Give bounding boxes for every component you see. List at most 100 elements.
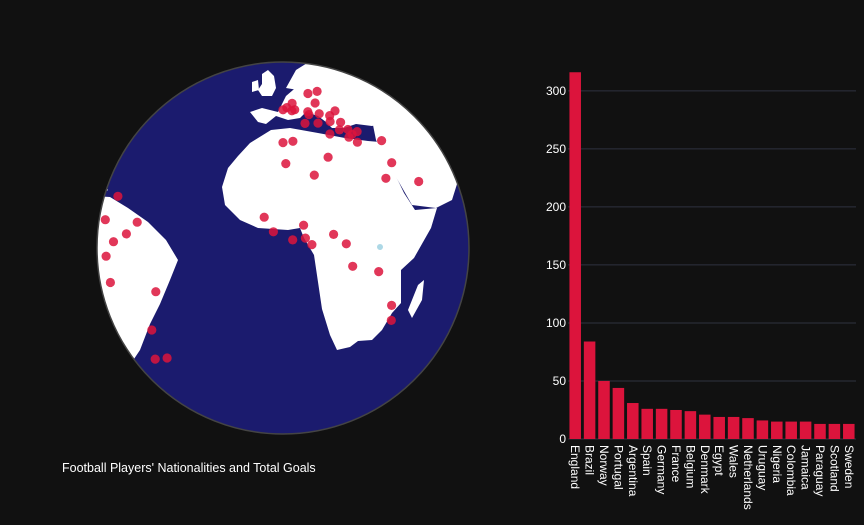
x-tick-label: Argentina — [626, 445, 640, 497]
bar[interactable] — [799, 421, 812, 439]
player-marker[interactable] — [300, 118, 310, 128]
player-marker[interactable] — [414, 176, 424, 187]
player-marker[interactable] — [325, 129, 335, 139]
y-tick-label: 150 — [546, 258, 566, 272]
player-marker[interactable] — [381, 173, 391, 183]
bar[interactable] — [699, 414, 711, 439]
player-marker[interactable] — [323, 152, 333, 162]
player-marker[interactable] — [310, 98, 320, 108]
x-axis-ticks: England Brazil Norway Portugal Argentina Spai… — [568, 445, 856, 510]
player-marker[interactable] — [108, 237, 119, 247]
player-marker[interactable] — [278, 105, 288, 115]
player-marker[interactable] — [101, 251, 111, 261]
ireland-landmass — [252, 80, 259, 92]
bar[interactable] — [814, 423, 826, 439]
player-marker[interactable] — [281, 159, 291, 169]
y-tick-label: 200 — [546, 200, 566, 214]
y-tick-label: 50 — [553, 374, 567, 388]
player-marker[interactable] — [336, 117, 346, 127]
player-marker[interactable] — [312, 86, 322, 96]
x-tick-label: Egypt — [712, 445, 726, 476]
x-tick-label: Sweden — [842, 445, 856, 488]
y-tick-label: 100 — [546, 316, 566, 330]
player-marker[interactable] — [150, 354, 160, 364]
player-marker[interactable] — [387, 300, 397, 310]
y-gridlines — [568, 90, 856, 440]
player-marker[interactable] — [386, 315, 396, 325]
player-marker[interactable] — [334, 125, 345, 135]
bar[interactable] — [655, 408, 668, 439]
x-tick-label: Wales — [727, 445, 741, 478]
bar[interactable] — [785, 421, 797, 439]
bar[interactable] — [583, 341, 596, 439]
x-tick-label: Jamaica — [799, 445, 813, 490]
bar[interactable] — [828, 423, 841, 439]
player-marker[interactable] — [330, 106, 340, 116]
madagascar-landmass — [408, 280, 424, 318]
player-marker[interactable] — [374, 267, 384, 277]
bar[interactable] — [727, 416, 740, 439]
player-marker[interactable] — [377, 136, 387, 146]
player-marker[interactable] — [151, 287, 161, 297]
player-marker[interactable] — [314, 109, 324, 119]
bar[interactable] — [684, 411, 697, 439]
player-marker[interactable] — [278, 138, 288, 148]
bar[interactable] — [612, 387, 625, 439]
bar[interactable] — [598, 380, 610, 439]
lake-victoria — [377, 244, 383, 250]
player-marker[interactable] — [132, 217, 142, 227]
player-marker[interactable] — [105, 277, 115, 288]
globe-rim — [96, 61, 470, 435]
y-tick-label: 0 — [559, 432, 566, 446]
x-tick-label: Nigeria — [770, 445, 784, 483]
x-tick-label: Uruguay — [755, 445, 769, 490]
y-tick-label: 300 — [546, 84, 566, 98]
bar[interactable] — [771, 421, 783, 439]
player-marker[interactable] — [113, 191, 123, 201]
player-marker[interactable] — [344, 132, 354, 142]
bar[interactable] — [627, 403, 639, 439]
bar[interactable] — [713, 416, 725, 439]
player-marker[interactable] — [288, 235, 298, 245]
player-markers — [100, 86, 424, 364]
player-marker[interactable] — [307, 240, 317, 250]
x-tick-label: France — [669, 445, 683, 483]
player-marker[interactable] — [147, 325, 157, 335]
x-tick-label: Scotland — [827, 445, 841, 492]
player-marker[interactable] — [299, 220, 309, 230]
player-marker[interactable] — [341, 239, 351, 249]
player-marker[interactable] — [329, 229, 339, 239]
player-marker[interactable] — [100, 215, 110, 225]
bar[interactable] — [756, 420, 769, 439]
player-marker[interactable] — [303, 88, 313, 99]
bar[interactable] — [569, 72, 581, 439]
player-marker[interactable] — [288, 136, 298, 146]
player-marker[interactable] — [313, 118, 323, 128]
x-tick-label: Norway — [597, 445, 611, 486]
bar[interactable] — [670, 409, 682, 439]
bar[interactable] — [843, 423, 855, 439]
player-marker[interactable] — [300, 233, 310, 243]
player-marker[interactable] — [309, 170, 319, 180]
player-marker[interactable] — [352, 137, 362, 147]
x-tick-label: Netherlands — [741, 445, 755, 510]
bar[interactable] — [742, 418, 754, 439]
chart-caption: Football Players' Nationalities and Tota… — [62, 461, 316, 475]
x-tick-label: Colombia — [784, 445, 798, 496]
player-marker[interactable] — [352, 127, 362, 137]
player-marker[interactable] — [259, 212, 269, 222]
player-marker[interactable] — [304, 110, 314, 120]
player-marker[interactable] — [268, 227, 278, 237]
player-marker[interactable] — [121, 229, 131, 239]
bars — [569, 72, 855, 439]
x-tick-label: Spain — [640, 445, 654, 476]
player-marker[interactable] — [348, 261, 358, 271]
x-tick-label: Brazil — [583, 445, 597, 475]
y-tick-label: 250 — [546, 142, 566, 156]
britain-landmass — [258, 70, 276, 96]
player-marker[interactable] — [162, 353, 172, 363]
bar[interactable] — [641, 408, 653, 439]
player-marker[interactable] — [387, 158, 397, 168]
